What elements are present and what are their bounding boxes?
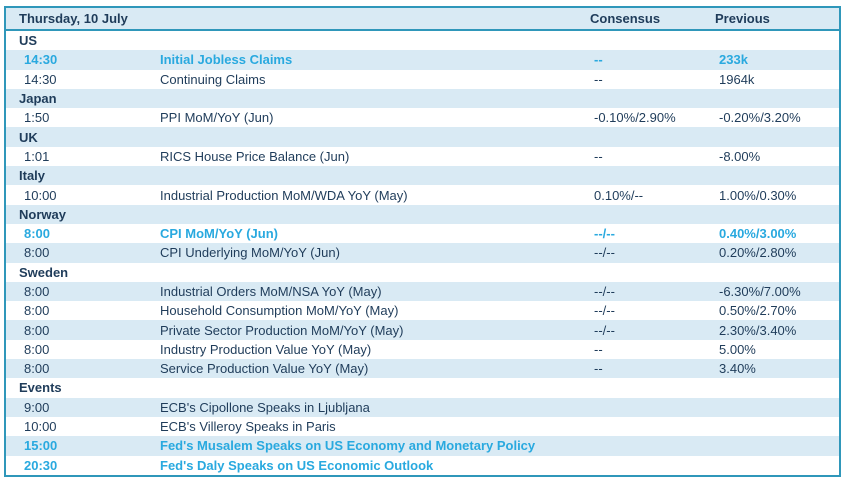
event-consensus: --	[594, 52, 603, 68]
previous-column-header: Previous	[715, 11, 770, 26]
event-previous: 0.40%/3.00%	[719, 226, 797, 242]
event-name: Service Production Value YoY (May)	[160, 361, 369, 377]
event-row: 8:00 CPI MoM/YoY (Jun) --/-- 0.40%/3.00%	[6, 223, 839, 244]
section-row: Sweden	[6, 262, 839, 282]
event-consensus: --/--	[594, 284, 615, 299]
section-label: Norway	[19, 206, 66, 222]
event-previous: 233k	[719, 52, 748, 68]
calendar-header-row: Thursday, 10 July Consensus Previous	[6, 8, 839, 31]
event-previous: -6.30%/7.00%	[719, 284, 801, 299]
event-time: 15:00	[24, 438, 58, 454]
section-row: US	[6, 31, 839, 51]
event-row: 9:00 ECB's Cipollone Speaks in Ljubljana	[6, 397, 839, 417]
event-name: Private Sector Production MoM/YoY (May)	[160, 322, 404, 338]
event-consensus: --/--	[594, 226, 615, 242]
section-row: Japan	[6, 88, 839, 109]
event-previous: 1964k	[719, 71, 755, 87]
event-consensus: --/--	[594, 245, 615, 261]
section-row: Norway	[6, 204, 839, 224]
event-name: ECB's Villeroy Speaks in Paris	[160, 419, 336, 435]
event-time: 8:00	[24, 341, 50, 357]
event-time: 14:30	[24, 71, 57, 87]
calendar-date-header: Thursday, 10 July	[19, 11, 128, 26]
event-previous: 0.20%/2.80%	[719, 245, 797, 261]
event-row: 14:30 Initial Jobless Claims -- 233k	[6, 50, 839, 70]
event-time: 8:00	[24, 284, 50, 299]
event-name: Fed's Musalem Speaks on US Economy and M…	[160, 438, 536, 454]
event-name: CPI MoM/YoY (Jun)	[160, 226, 278, 242]
section-label: Italy	[19, 168, 46, 184]
section-row: UK	[6, 127, 839, 147]
event-time: 10:00	[24, 187, 57, 203]
event-name: Continuing Claims	[160, 71, 266, 87]
event-name: PPI MoM/YoY (Jun)	[160, 110, 274, 126]
section-label: Sweden	[19, 264, 69, 280]
event-previous: -0.20%/3.20%	[719, 110, 801, 126]
event-name: RICS House Price Balance (Jun)	[160, 148, 350, 164]
event-time: 1:50	[24, 110, 50, 126]
event-name: Industry Production Value YoY (May)	[160, 341, 372, 357]
event-row: 8:00 Industry Production Value YoY (May)…	[6, 339, 839, 360]
event-previous: 0.50%/2.70%	[719, 303, 797, 319]
event-row: 15:00 Fed's Musalem Speaks on US Economy…	[6, 436, 839, 456]
event-name: Fed's Daly Speaks on US Economic Outlook	[160, 457, 434, 473]
event-consensus: --	[594, 148, 603, 164]
event-previous: -8.00%	[719, 148, 761, 164]
consensus-column-header: Consensus	[590, 11, 661, 26]
event-time: 8:00	[24, 303, 50, 319]
event-previous: 2.30%/3.40%	[719, 322, 797, 338]
event-row: 1:50 PPI MoM/YoY (Jun) -0.10%/2.90% -0.2…	[6, 108, 839, 128]
event-row: 14:30 Continuing Claims -- 1964k	[6, 69, 839, 89]
section-label: UK	[19, 129, 38, 145]
event-previous: 5.00%	[719, 341, 756, 357]
section-label: Events	[19, 380, 62, 396]
event-time: 1:01	[24, 148, 50, 164]
section-label: US	[19, 33, 38, 49]
event-time: 8:00	[24, 226, 51, 242]
event-row: 10:00 Industrial Production MoM/WDA YoY …	[6, 185, 839, 205]
event-row: 8:00 Industrial Orders MoM/NSA YoY (May)…	[6, 281, 839, 302]
event-name: Industrial Orders MoM/NSA YoY (May)	[160, 284, 382, 299]
event-time: 10:00	[24, 419, 57, 435]
event-row: 8:00 Private Sector Production MoM/YoY (…	[6, 320, 839, 340]
event-name: CPI Underlying MoM/YoY (Jun)	[160, 245, 340, 261]
event-row: 10:00 ECB's Villeroy Speaks in Paris	[6, 416, 839, 437]
section-row: Events	[6, 378, 839, 398]
event-time: 20:30	[24, 457, 58, 473]
event-consensus: --/--	[594, 322, 615, 338]
event-consensus: --/--	[594, 303, 615, 319]
event-time: 9:00	[24, 399, 50, 415]
event-consensus: 0.10%/--	[594, 187, 644, 203]
event-name: Initial Jobless Claims	[160, 52, 293, 68]
event-consensus: --	[594, 341, 603, 357]
event-previous: 1.00%/0.30%	[719, 187, 797, 203]
event-consensus: --	[594, 71, 603, 87]
event-time: 8:00	[24, 245, 50, 261]
event-time: 8:00	[24, 361, 50, 377]
event-time: 8:00	[24, 322, 50, 338]
event-row: 8:00 Household Consumption MoM/YoY (May)…	[6, 301, 839, 321]
event-consensus: -0.10%/2.90%	[594, 110, 676, 126]
event-row: 1:01 RICS House Price Balance (Jun) -- -…	[6, 146, 839, 167]
event-row: 8:00 CPI Underlying MoM/YoY (Jun) --/-- …	[6, 243, 839, 263]
event-consensus: --	[594, 361, 603, 377]
event-name: Industrial Production MoM/WDA YoY (May)	[160, 187, 408, 203]
event-row: 20:30 Fed's Daly Speaks on US Economic O…	[6, 455, 839, 475]
calendar-body: US 14:30 Initial Jobless Claims -- 233k …	[6, 31, 839, 475]
section-row: Italy	[6, 166, 839, 186]
event-time: 14:30	[24, 52, 58, 68]
event-name: Household Consumption MoM/YoY (May)	[160, 303, 399, 319]
event-name: ECB's Cipollone Speaks in Ljubljana	[160, 399, 370, 415]
event-previous: 3.40%	[719, 361, 756, 377]
economic-calendar-table: Thursday, 10 July Consensus Previous US …	[4, 6, 841, 477]
section-label: Japan	[19, 91, 57, 107]
event-row: 8:00 Service Production Value YoY (May) …	[6, 359, 839, 379]
